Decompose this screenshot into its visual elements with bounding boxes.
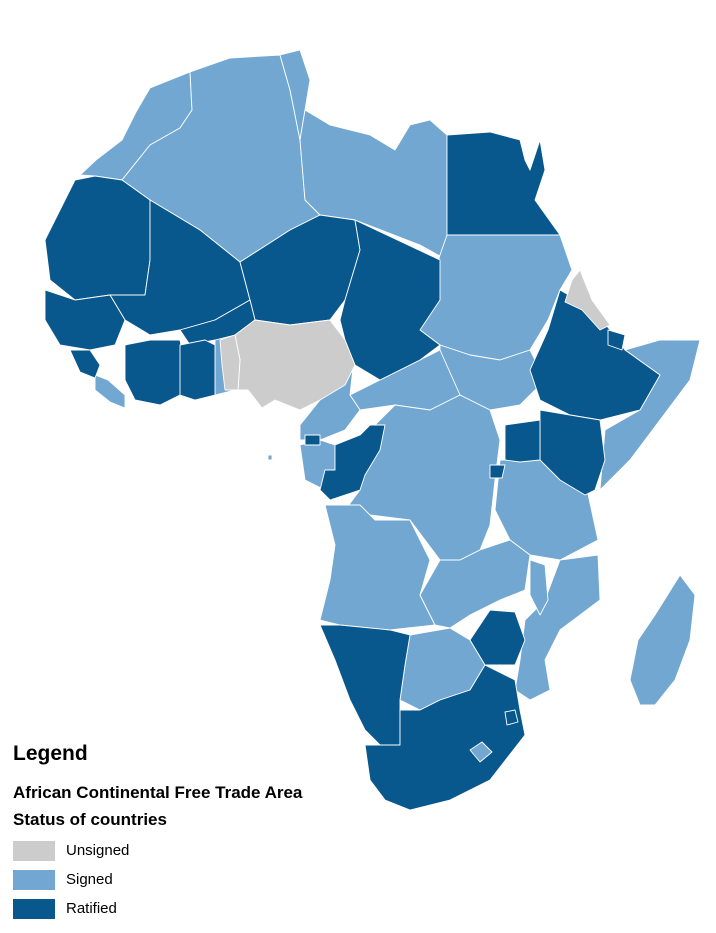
legend-label-unsigned: Unsigned: [66, 842, 130, 859]
country-eswatini: [504, 709, 519, 726]
country-malawi: [529, 559, 549, 616]
country-namibia: [319, 624, 411, 746]
legend: Legend African Continental Free Trade Ar…: [13, 742, 302, 923]
country-chad: [339, 219, 441, 381]
country-kenya: [539, 409, 606, 496]
legend-subtitle: Status of countries: [13, 810, 167, 829]
legend-swatch-unsigned: [13, 840, 55, 861]
country-egypt: [446, 131, 561, 236]
legend-item-unsigned: Unsigned: [13, 836, 302, 865]
country-cote-divoire: [124, 339, 186, 406]
country-mauritania: [44, 175, 151, 301]
country-zambia: [419, 539, 531, 629]
legend-label-ratified: Ratified: [66, 900, 117, 917]
legend-label-signed: Signed: [66, 871, 113, 888]
country-djibouti-eritrea-area: [607, 329, 626, 351]
country-rwanda: [489, 464, 506, 479]
country-ghana: [179, 339, 216, 401]
legend-item-ratified: Ratified: [13, 894, 302, 923]
country-nigeria: [234, 319, 356, 411]
country-benin: [219, 334, 241, 391]
legend-item-signed: Signed: [13, 865, 302, 894]
legend-title: African Continental Free Trade Area: [13, 783, 303, 802]
country-mozambique: [514, 554, 601, 701]
country-congo: [319, 424, 386, 501]
country-senegal-guinea: [44, 289, 126, 351]
legend-swatch-ratified: [13, 898, 55, 919]
country-south-africa: [364, 664, 526, 811]
legend-heading: Legend: [13, 742, 88, 765]
country-eq-guinea-area: [304, 434, 321, 446]
country-liberia: [94, 374, 126, 409]
country-mali: [109, 199, 251, 336]
country-madagascar: [629, 574, 696, 706]
country-sao-tome: [267, 454, 273, 461]
country-eritrea: [564, 269, 611, 331]
legend-swatch-signed: [13, 869, 55, 890]
country-sierra-leone: [69, 349, 101, 379]
country-lesotho: [469, 741, 493, 763]
country-uganda: [504, 419, 541, 463]
